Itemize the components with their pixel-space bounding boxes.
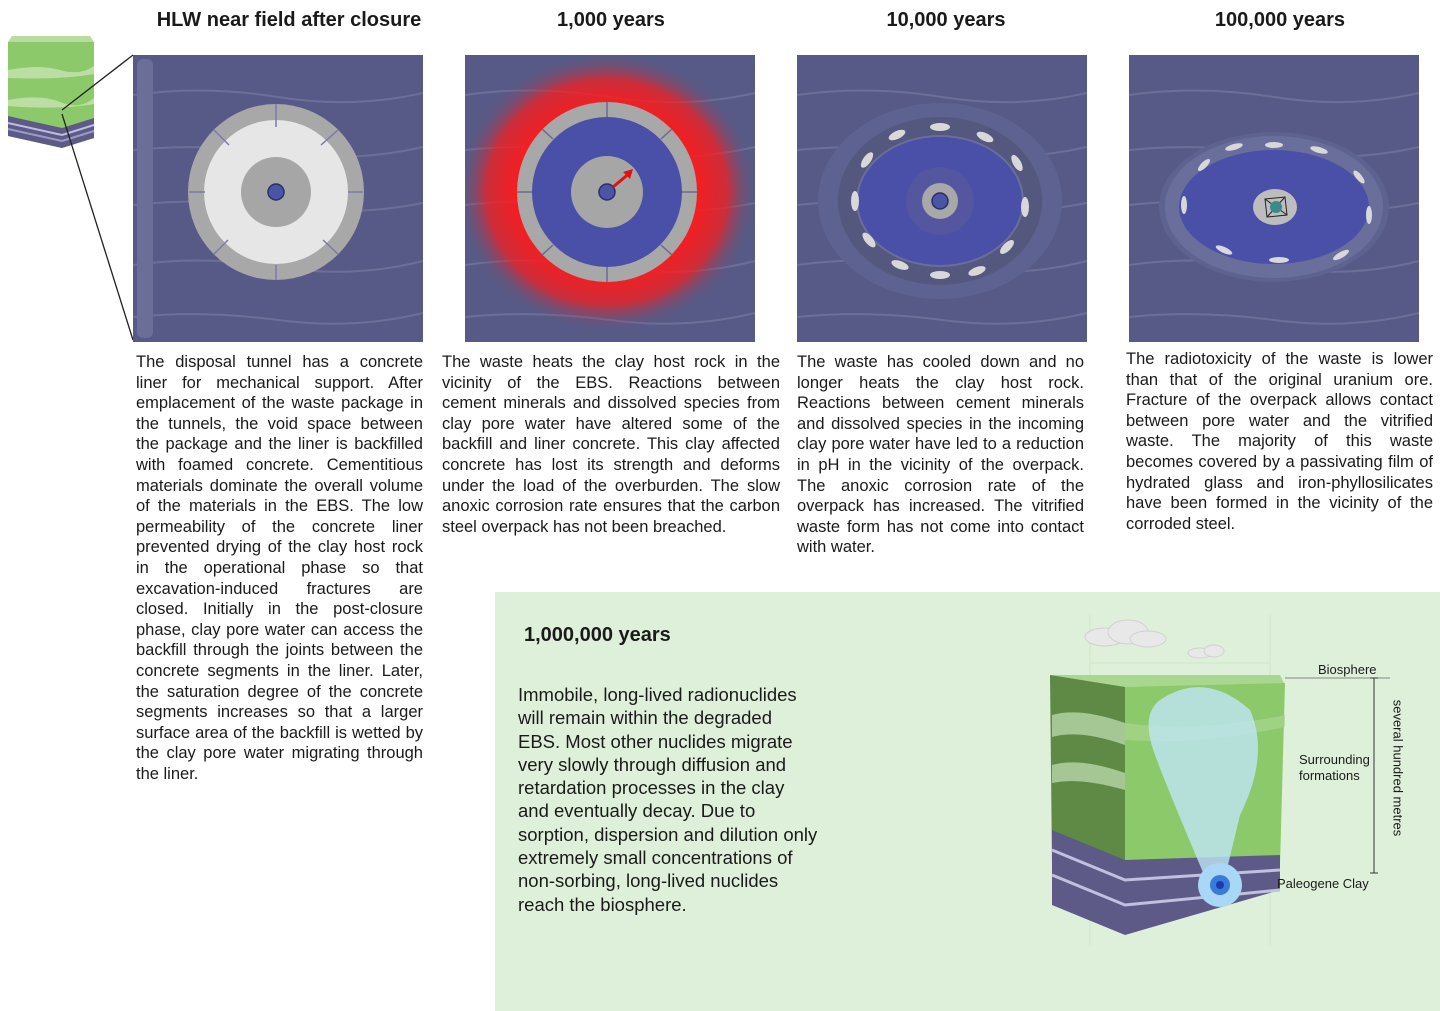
panel-10000-years <box>797 55 1087 342</box>
panel-after-closure <box>133 55 423 342</box>
panel-1000-years <box>465 55 755 342</box>
title-1000-years: 1,000 years <box>557 9 665 31</box>
label-paleogene-clay: Paleogene Clay <box>1277 876 1369 891</box>
inset-cube-icon <box>7 36 134 341</box>
caption-1000000-years: Immobile, long-lived radionuclides will … <box>518 684 818 915</box>
caption-10000-years: The waste has cooled down and no longer … <box>797 353 1084 557</box>
caption-100000-years: The radiotoxicity of the waste is lower … <box>1126 350 1433 533</box>
million-years-panel <box>495 592 1440 1011</box>
label-depth-text: several hundred metres <box>1390 699 1406 837</box>
title-1000000-years: 1,000,000 years <box>524 624 671 646</box>
title-100000-years: 100,000 years <box>1214 9 1346 31</box>
panel-100000-years <box>1129 55 1419 342</box>
geology-cube-diagram <box>1050 615 1390 945</box>
caption-1000-years: The waste heats the clay host rock in th… <box>442 353 780 536</box>
title-after-closure: HLW near field after closure <box>156 9 422 31</box>
caption-after-closure: The disposal tunnel has a concrete liner… <box>136 353 423 783</box>
label-depth: several hundred metres <box>1388 688 1408 848</box>
title-10000-years: 10,000 years <box>886 9 1006 31</box>
label-biosphere: Biosphere <box>1318 662 1377 677</box>
label-surrounding-formations: Surrounding formations <box>1299 752 1370 783</box>
